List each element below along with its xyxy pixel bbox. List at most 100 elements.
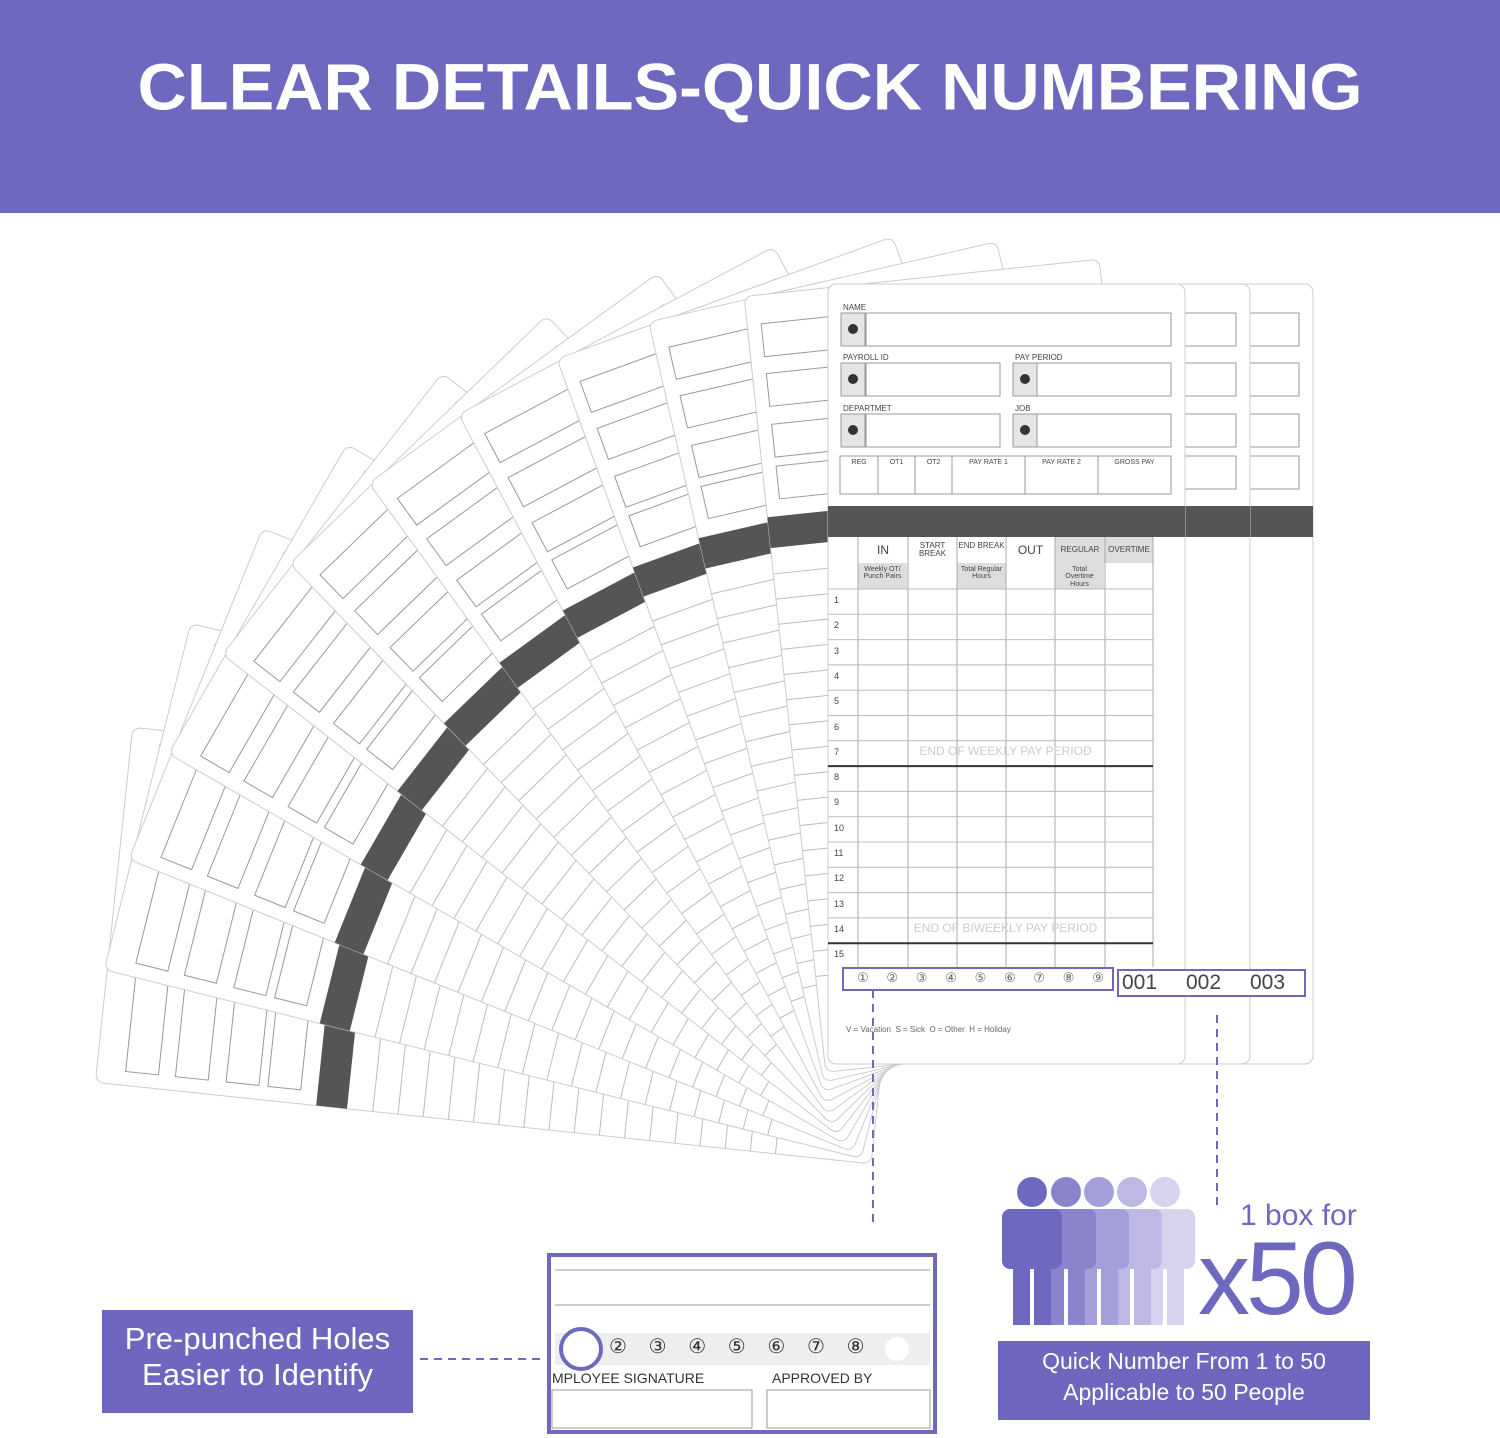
person-leg (1167, 1260, 1184, 1325)
header-title: CLEAR DETAILS-QUICK NUMBERING (138, 49, 1363, 123)
time-column-label: OUT (1017, 543, 1044, 557)
sub-header: Total Regular Hours (960, 566, 1003, 581)
zoom-hole-number: ③ (648, 1336, 667, 1358)
time-column-label: OVERTIME (1108, 545, 1150, 554)
front-card (827, 283, 1314, 1065)
quick-label: Applicable to 50 People (1063, 1379, 1305, 1405)
period-marker: END OF WEEKLY PAY PERIOD (919, 744, 1092, 758)
period-marker: END OF BIWEEKLY PAY PERIOD (913, 921, 1098, 935)
person-leg (1101, 1260, 1118, 1325)
person-head (1017, 1177, 1047, 1207)
icon-glyph (848, 324, 858, 334)
punch-hole: ① (857, 970, 869, 985)
hole-row (842, 967, 1114, 991)
sub-header: Weekly OT/ Punch Pairs (863, 566, 902, 581)
approved-label: APPROVED BY (772, 1370, 873, 1386)
row-number: 8 (834, 772, 840, 783)
zoom-hole-number: ⑦ (807, 1336, 825, 1358)
sign-box (766, 1389, 931, 1429)
sign-box (551, 1389, 753, 1429)
row-number: 15 (834, 949, 845, 960)
serial-box (1117, 969, 1306, 997)
sub-shade (1055, 563, 1104, 589)
person-leg (1134, 1260, 1151, 1325)
row-number: 12 (834, 873, 845, 884)
person-head (1051, 1177, 1081, 1207)
field-label: NAME (843, 303, 867, 312)
holes-callout (102, 1310, 413, 1413)
zoom-strip (555, 1333, 930, 1365)
punch-hole: ② (886, 970, 899, 985)
row-number: 14 (834, 923, 845, 934)
multiplier: x50 (1198, 1221, 1358, 1337)
pay-column-label: PAY RATE 2 (1042, 459, 1081, 466)
pay-column-label: GROSS PAY (1114, 459, 1155, 466)
holes-label: Easier to Identify (142, 1357, 373, 1392)
zoom-hole-number: ⑧ (846, 1336, 865, 1358)
zoom-hole (885, 1337, 909, 1361)
signature-label: MPLOYEE SIGNATURE (552, 1370, 705, 1386)
zoom-hole-number: ④ (688, 1336, 707, 1358)
field-box (1036, 413, 1172, 448)
pay-column-label: PAY RATE 1 (969, 459, 1008, 466)
pay-column-label: OT2 (926, 459, 941, 466)
field-box (865, 413, 1001, 448)
person-body (1002, 1209, 1062, 1269)
time-column-label: END BREAK (958, 541, 1005, 550)
row-number: 6 (834, 721, 840, 732)
field-label: PAYROLL ID (843, 353, 889, 362)
field-label: PAY PERIOD (1015, 353, 1063, 362)
punch-hole: ⑤ (974, 970, 987, 985)
row-number: 1 (834, 595, 840, 605)
serial-number: 003 (1250, 971, 1286, 994)
legend: V = Vacation S = Sick O = Other H = Holi… (846, 1025, 1011, 1034)
quick-callout (998, 1341, 1370, 1420)
card-band (828, 506, 1185, 537)
field-label: JOB (1015, 404, 1031, 413)
row-number: 13 (834, 898, 845, 909)
punch-hole: ⑦ (1033, 970, 1046, 985)
header-shade (1055, 537, 1153, 563)
field-box (865, 362, 1001, 397)
row-number: 3 (834, 645, 840, 656)
pay-box (839, 455, 1172, 495)
zoom-hole-number: ⑤ (727, 1336, 746, 1358)
person-leg (1013, 1260, 1030, 1325)
quick-label: Quick Number From 1 to 50 (1042, 1348, 1326, 1374)
row-number: 11 (834, 848, 844, 858)
row-number: 9 (834, 797, 840, 808)
holes-label: Pre-punched Holes (124, 1321, 391, 1356)
zoom-hole (559, 1327, 603, 1371)
header-banner (0, 0, 1500, 213)
icon-glyph (1020, 425, 1030, 435)
icon-glyph (1020, 374, 1030, 384)
field-box (1036, 362, 1172, 397)
row-number: 10 (834, 822, 845, 833)
icon-glyph (848, 374, 858, 384)
punch-hole: ④ (945, 970, 957, 985)
time-column-label: REGULAR (1060, 545, 1100, 554)
punch-hole: ③ (915, 970, 928, 985)
row-number: 4 (834, 670, 840, 681)
person-head (1117, 1177, 1147, 1207)
time-column-label: IN (877, 543, 889, 557)
pay-column-label: REG (851, 459, 867, 466)
person-leg (1034, 1260, 1051, 1325)
serial-number: 002 (1186, 971, 1222, 994)
pay-column-label: OT1 (889, 459, 904, 466)
person-head (1084, 1177, 1114, 1207)
box-label: 1 box for (1240, 1199, 1357, 1232)
person-leg (1047, 1260, 1064, 1325)
time-column-label: START BREAK (918, 541, 947, 559)
zoom-hole-number: ② (609, 1336, 627, 1358)
zoom-hole-number: ⑥ (767, 1336, 786, 1358)
row-number: 5 (834, 696, 840, 707)
sub-header: Total Overtime Hours (1065, 566, 1094, 588)
sub-shade (858, 563, 907, 589)
punch-hole: ⑨ (1092, 970, 1104, 985)
icon-glyph (848, 425, 858, 435)
serial-number: 001 (1122, 971, 1158, 994)
sub-shade (957, 563, 1006, 589)
